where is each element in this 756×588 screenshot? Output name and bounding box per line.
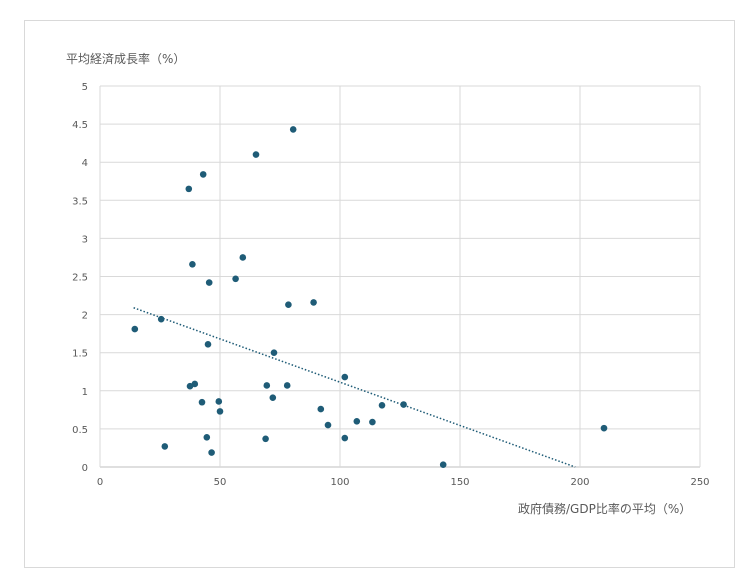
- data-point: [270, 349, 278, 357]
- data-point: [215, 398, 223, 405]
- data-point: [317, 405, 325, 413]
- data-point: [252, 151, 260, 158]
- data-point: [239, 254, 247, 261]
- data-point: [203, 433, 211, 441]
- y-tick-label: 2.5: [72, 273, 88, 284]
- x-tick-label: 250: [690, 477, 709, 488]
- data-point: [263, 382, 271, 389]
- data-point: [439, 461, 447, 469]
- y-tick-label: 1.5: [72, 349, 88, 360]
- data-point: [262, 435, 269, 443]
- data-point: [189, 261, 196, 268]
- y-tick-label: 3.5: [72, 196, 88, 207]
- data-point: [198, 398, 206, 406]
- y-tick-label: 3: [82, 234, 88, 245]
- x-axis-title: 政府債務/GDP比率の平均（%）: [518, 502, 692, 516]
- data-point: [157, 315, 165, 323]
- x-tick-label: 100: [330, 477, 349, 488]
- data-point: [269, 394, 277, 401]
- data-point: [199, 171, 207, 178]
- data-point: [289, 126, 297, 133]
- data-point: [378, 401, 386, 409]
- chart-area: [24, 20, 735, 568]
- y-tick-label: 4.5: [72, 120, 88, 131]
- data-point: [205, 279, 213, 286]
- data-point: [310, 299, 317, 306]
- data-point: [161, 443, 169, 450]
- x-tick-label: 150: [450, 477, 469, 488]
- x-tick-label: 0: [97, 477, 103, 488]
- x-tick-label: 200: [570, 477, 589, 488]
- data-point: [341, 373, 349, 381]
- data-point: [400, 401, 407, 408]
- y-tick-label: 4: [82, 158, 88, 169]
- data-point: [600, 424, 608, 432]
- data-point: [204, 341, 212, 348]
- data-point: [324, 421, 332, 429]
- y-axis-title: 平均経済成長率（%）: [66, 52, 186, 66]
- y-tick-label: 0.5: [72, 425, 88, 436]
- data-point: [216, 408, 224, 415]
- data-point: [353, 417, 361, 425]
- y-tick-label: 2: [82, 311, 88, 322]
- data-point: [131, 325, 139, 333]
- data-point: [341, 434, 349, 442]
- data-point: [283, 382, 291, 389]
- data-point: [208, 449, 215, 456]
- y-tick-label: 1: [82, 387, 88, 398]
- y-tick-label: 5: [82, 82, 88, 93]
- data-point: [285, 301, 292, 308]
- y-tick-label: 0: [82, 463, 88, 474]
- x-tick-label: 50: [214, 477, 227, 488]
- data-point: [369, 418, 376, 426]
- data-point: [232, 275, 239, 283]
- data-point: [191, 380, 199, 388]
- data-point: [185, 185, 193, 193]
- trendline: [133, 307, 576, 468]
